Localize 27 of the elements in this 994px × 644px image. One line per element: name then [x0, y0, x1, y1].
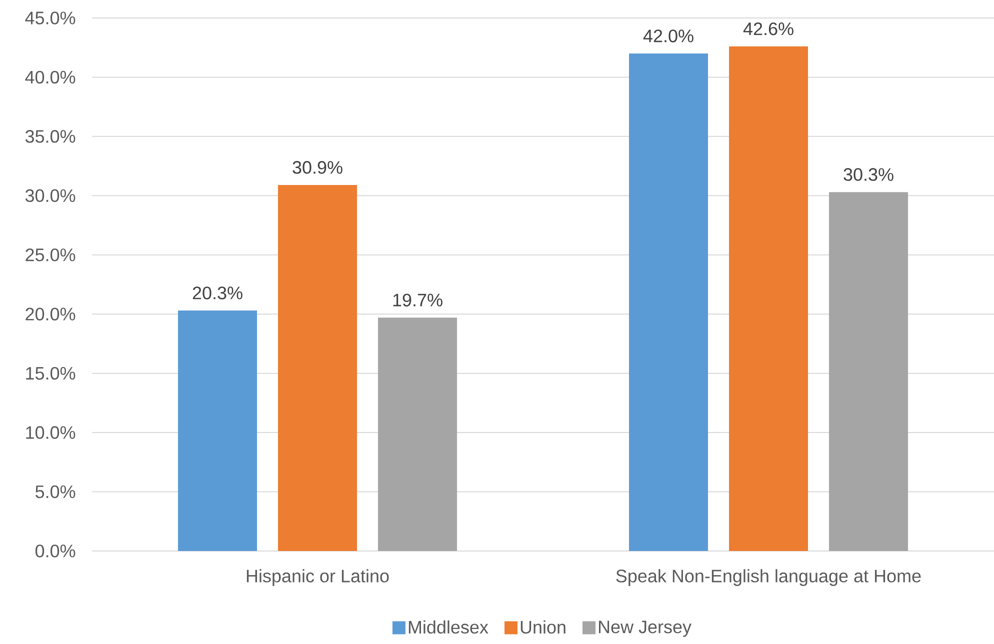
data-label: 19.7%: [393, 294, 442, 306]
y-tick-label: 40.0%: [25, 70, 76, 84]
legend-label: Middlesex: [408, 620, 488, 634]
x-tick-label: Hispanic or Latino: [246, 569, 389, 586]
y-tick-label: 0.0%: [35, 544, 76, 558]
legend-label: New Jersey: [598, 620, 692, 637]
y-tick-label: 10.0%: [26, 426, 76, 439]
y-tick-label: 30.0%: [25, 189, 76, 202]
y-tick-label: 5.0%: [36, 485, 76, 498]
bar: [629, 54, 708, 551]
legend-label: Union: [520, 620, 566, 634]
y-tick-label: 45.0%: [25, 12, 76, 24]
y-tick-label: 25.0%: [26, 248, 76, 262]
data-label: 20.3%: [192, 286, 242, 300]
bar: [278, 184, 357, 551]
x-tick-label: Speak Non-English language at Home: [616, 569, 921, 586]
y-tick-label: 15.0%: [26, 366, 76, 380]
bar: [178, 310, 258, 551]
data-label: 42.0%: [643, 30, 694, 42]
data-label: 42.6%: [743, 22, 794, 36]
y-tick-label: 20.0%: [26, 308, 76, 320]
bar: [378, 318, 458, 551]
bar: [829, 192, 908, 551]
data-label: 30.3%: [844, 168, 894, 181]
y-tick-label: 35.0%: [25, 130, 76, 143]
bar: [729, 46, 808, 551]
data-label: 30.9%: [292, 161, 342, 174]
